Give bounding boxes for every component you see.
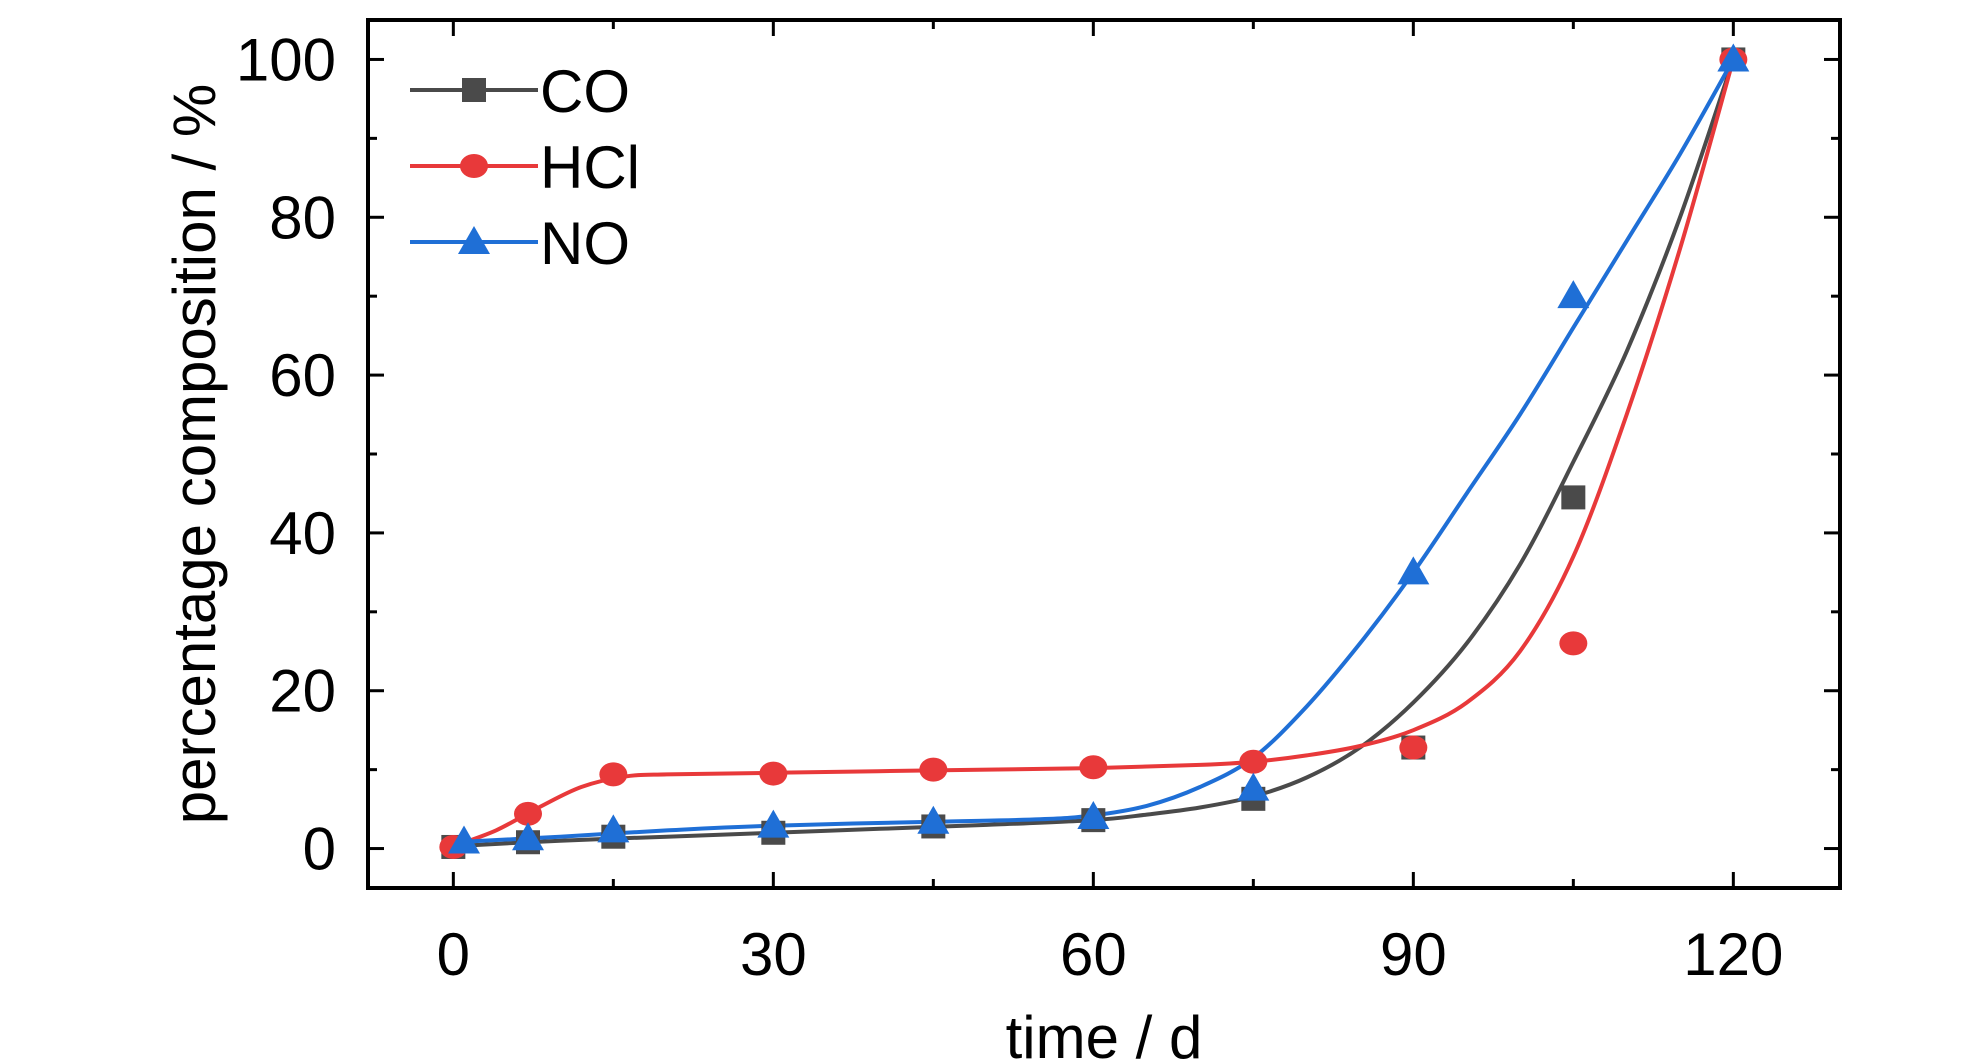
marker-hcl [1559, 631, 1588, 656]
legend-label-hcl: HCl [540, 134, 640, 201]
marker-no [1557, 280, 1590, 309]
x-tick-label: 120 [1683, 921, 1783, 988]
marker-hcl [599, 762, 628, 787]
data-markers [439, 43, 1750, 859]
tick-labels: 0 30 60 90 120 0 20 40 60 80 100 [236, 26, 1783, 988]
marker-no [1397, 556, 1430, 585]
fit-curve-hcl [452, 58, 1736, 849]
marker-hcl [514, 801, 542, 826]
marker-no [1077, 800, 1110, 829]
legend: CO HCl NO [410, 58, 640, 277]
y-tick-label: 100 [236, 26, 336, 93]
x-tick-label: 90 [1380, 921, 1447, 988]
marker-hcl [919, 757, 948, 782]
x-tick-label: 30 [740, 921, 807, 988]
legend-label-no: NO [540, 210, 630, 277]
marker-co [1561, 485, 1586, 510]
marker-no [512, 822, 544, 851]
legend-label-co: CO [540, 58, 630, 125]
marker-no [448, 825, 480, 854]
fit-curves [452, 58, 1736, 849]
axis-ticks [368, 20, 1840, 888]
marker-hcl [1399, 735, 1428, 760]
marker-no [1237, 772, 1270, 801]
y-tick-label: 80 [269, 184, 336, 251]
legend-marker-hcl [460, 154, 488, 178]
x-tick-label: 0 [437, 921, 470, 988]
x-axis-label: time / d [1006, 1004, 1203, 1063]
marker-hcl [759, 761, 788, 786]
marker-no [597, 814, 630, 843]
y-tick-label: 20 [269, 658, 336, 725]
marker-hcl [1239, 749, 1268, 774]
y-tick-label: 40 [269, 500, 336, 567]
fit-curve-no [453, 58, 1736, 845]
legend-marker-no [458, 226, 490, 254]
y-tick-label: 60 [269, 342, 336, 409]
marker-hcl [1079, 755, 1108, 780]
y-tick-label: 0 [303, 816, 336, 883]
marker-no [917, 805, 950, 834]
marker-no [1717, 43, 1750, 72]
x-tick-label: 60 [1060, 921, 1127, 988]
y-axis-label: percentage composition / % [161, 84, 228, 824]
marker-no [757, 809, 790, 838]
legend-marker-co [462, 78, 486, 102]
fit-curve-co [453, 58, 1736, 849]
